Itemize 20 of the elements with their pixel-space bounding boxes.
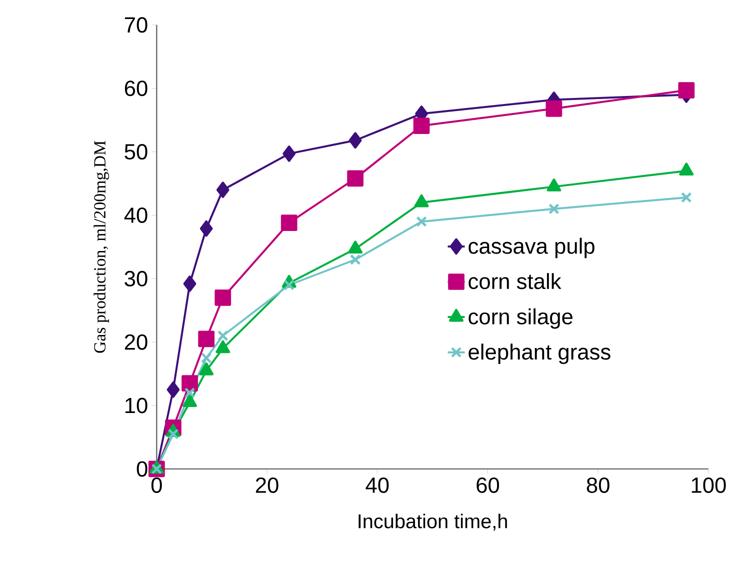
y-tick-label: 30 <box>124 271 148 287</box>
y-tick-label: 10 <box>126 398 148 414</box>
y-tick-label: 0 <box>136 461 148 477</box>
y-tick-label: 50 <box>124 144 148 160</box>
x-tick-label: 40 <box>366 478 389 494</box>
y-tick-label: 40 <box>124 208 148 224</box>
x-tick-label: 60 <box>476 478 500 494</box>
y-tick-label: 20 <box>124 334 148 350</box>
x-tick-label: 80 <box>586 478 610 494</box>
x-tick-label: 20 <box>256 478 278 494</box>
y-axis-title: Gas production, ml/200mg,DM <box>94 141 110 353</box>
x-tick-label: 0 <box>151 478 162 494</box>
legend-label: corn silage <box>468 308 572 329</box>
legend-label: elephant grass <box>468 344 610 364</box>
x-tick-label: 100 <box>692 478 726 494</box>
legend-label: cassava pulp <box>468 238 594 258</box>
legend-label: corn stalk <box>468 273 562 290</box>
y-tick-label: 60 <box>124 80 148 96</box>
y-tick-label: 70 <box>124 17 148 33</box>
x-axis-title: Incubation time,h <box>358 514 507 531</box>
